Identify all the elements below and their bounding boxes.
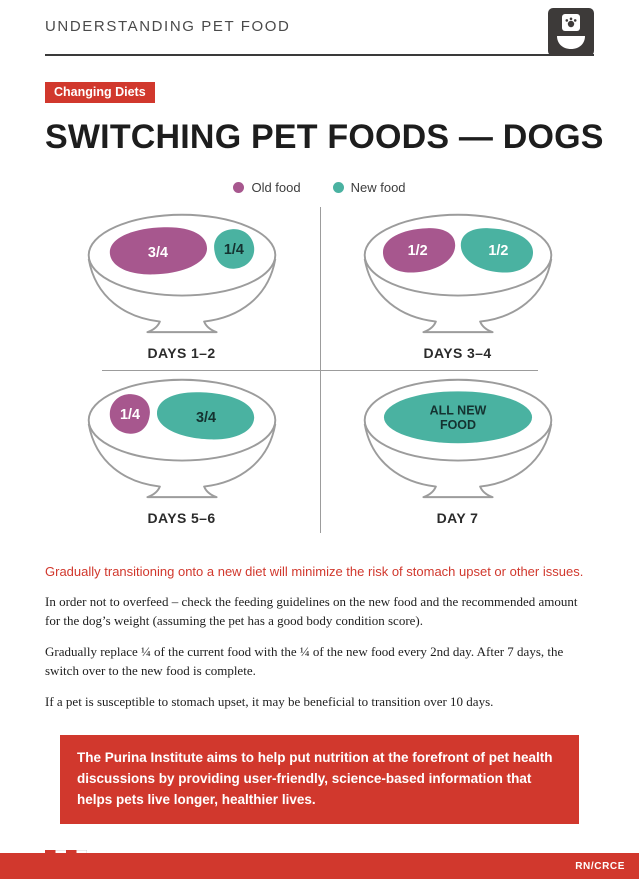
old-food-fraction-label: 1/2 xyxy=(407,244,427,260)
new-food-swatch-icon xyxy=(332,182,344,194)
bowl-days-3-4: 1/2 1/2 DAYS 3–4 xyxy=(320,205,596,370)
legend: Old food New food xyxy=(0,180,639,195)
legend-label-new-food: New food xyxy=(350,180,406,196)
all-new-food-label-line2: FOOD xyxy=(439,418,475,432)
transition-diagram: 3/4 1/4 DAYS 1–2 1/2 1/2 DAYS 3–4 xyxy=(44,205,596,535)
diagram-horizontal-divider xyxy=(101,370,538,372)
pet-food-dispenser-graphic xyxy=(548,8,594,56)
old-food-portion xyxy=(109,227,207,275)
legend-label-old-food: Old food xyxy=(251,180,301,196)
page-title: SWITCHING PET FOODS — DOGS xyxy=(45,118,604,156)
bowl-days-1-2: 3/4 1/4 DAYS 1–2 xyxy=(44,205,320,370)
document-header: UNDERSTANDING PET FOOD xyxy=(0,0,639,56)
section-badge: Changing Diets xyxy=(45,82,155,103)
new-food-fraction-label: 3/4 xyxy=(196,410,216,426)
body-paragraph-3: If a pet is susceptible to stomach upset… xyxy=(45,693,494,709)
new-food-portion xyxy=(460,228,533,273)
old-food-fraction-label: 3/4 xyxy=(147,245,167,261)
bowl-caption-days-3-4: DAYS 3–4 xyxy=(423,345,492,362)
bowl-day-7: ALL NEW FOOD DAY 7 xyxy=(320,370,596,535)
bowl-graphic-days-3-4: 1/2 1/2 xyxy=(363,214,552,334)
bowl-caption-days-5-6: DAYS 5–6 xyxy=(147,510,216,527)
footer-bar: RN/CRCE xyxy=(0,853,639,879)
pet-food-dispenser-icon xyxy=(548,8,594,56)
document-code: RN/CRCE xyxy=(575,860,625,872)
new-food-portion xyxy=(383,391,532,444)
bowl-graphic-days-5-6: 1/4 3/4 xyxy=(87,379,276,499)
old-food-swatch-icon xyxy=(233,182,245,194)
bowl-graphic-days-1-2: 3/4 1/4 xyxy=(87,214,276,334)
document-header-title: UNDERSTANDING PET FOOD xyxy=(45,18,291,35)
bowl-graphic-day-7: ALL NEW FOOD xyxy=(363,379,552,499)
legend-item-new-food: New food xyxy=(332,180,406,196)
old-food-portion xyxy=(109,394,150,434)
new-food-fraction-label: 1/4 xyxy=(223,243,243,259)
all-new-food-label-line1: ALL NEW xyxy=(429,404,486,418)
bowl-caption-days-1-2: DAYS 1–2 xyxy=(147,345,216,362)
body-paragraph-1: In order not to overfeed – check the fee… xyxy=(45,594,578,629)
header-divider xyxy=(45,54,594,56)
new-food-fraction-label: 1/2 xyxy=(488,244,508,260)
mission-banner: The Purina Institute aims to help put nu… xyxy=(60,735,579,825)
bowl-caption-day-7: DAY 7 xyxy=(436,510,479,527)
body-paragraph-2: Gradually replace ¼ of the current food … xyxy=(45,643,564,678)
new-food-portion xyxy=(156,392,254,440)
bowl-days-5-6: 1/4 3/4 DAYS 5–6 xyxy=(44,370,320,535)
old-food-fraction-label: 1/4 xyxy=(120,407,140,423)
old-food-portion xyxy=(382,228,455,273)
new-food-portion xyxy=(213,229,254,270)
legend-item-old-food: Old food xyxy=(233,180,301,196)
highlight-sentence: Gradually transitioning onto a new diet … xyxy=(45,564,584,580)
